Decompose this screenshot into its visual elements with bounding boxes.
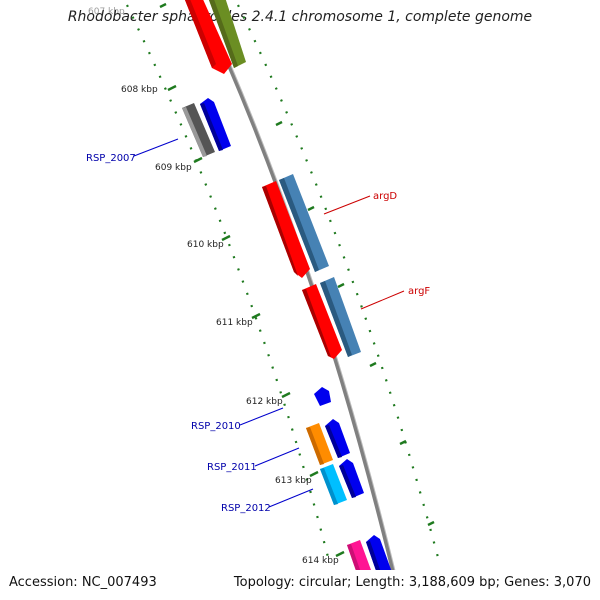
accession-text: Accession: NC_007493 [9,575,157,590]
tick-mark-609 [193,156,203,164]
tick-label-613: 613 kbp [275,476,312,486]
feature-rsp-2007[interactable] [200,98,231,151]
tick-mark-608 [167,84,177,92]
genome-summary-text: Topology: circular; Length: 3,188,609 bp… [233,575,591,590]
feature-top-red[interactable] [181,0,232,74]
feature-steelblue-1[interactable] [279,174,329,272]
backbone-line [198,0,395,570]
tick-ring-outer [237,4,442,566]
map-title: Rhodobacter sphaeroides 2.4.1 chromosome… [67,9,533,25]
tick-mark-614 [335,550,345,558]
tick-mark-607 [159,2,167,9]
feature-steelblue-2[interactable] [320,277,361,357]
tick-label-607: 607 kbp [88,7,125,17]
leader-rsp-2011 [254,447,300,467]
outer-tick-5 [399,439,407,446]
feature-blue-bottom[interactable] [366,535,402,600]
gene-label-rsp-2011[interactable]: RSP_2011 [207,462,257,473]
tick-label-611: 611 kbp [216,318,253,328]
leader-argd [323,195,371,215]
outer-tick-2 [307,205,315,212]
gene-label-rsp-2007[interactable]: RSP_2007 [86,153,136,164]
tick-label-608: 608 kbp [121,85,158,95]
leader-rsp-2007 [133,138,179,157]
feature-argd[interactable] [262,181,310,278]
tick-label-614: 614 kbp [302,556,339,566]
gene-label-rsp-2012[interactable]: RSP_2012 [221,503,271,514]
outer-tick-6 [427,520,435,527]
tick-mark-612 [281,391,291,399]
outer-tick-3 [337,282,345,289]
backbone-highlight [201,0,396,570]
tick-mark-613 [309,470,319,478]
leader-argf [360,290,405,310]
feature-gray-2006[interactable] [182,103,215,157]
tick-mark-610 [221,234,231,242]
gene-label-argf[interactable]: argF [408,286,430,297]
tick-label-609: 609 kbp [155,163,192,173]
feature-rsp-2010[interactable] [314,387,331,406]
gene-label-rsp-2010[interactable]: RSP_2010 [191,421,241,432]
outer-tick-4 [369,361,377,368]
tick-label-610: 610 kbp [187,240,224,250]
tick-ring-inner [126,4,332,566]
feature-argf[interactable] [302,284,342,359]
feature-pink[interactable] [347,540,382,600]
feature-rsp-2012[interactable] [339,459,364,498]
gene-label-argd[interactable]: argD [373,191,397,202]
leader-rsp-2012 [268,488,314,508]
leader-rsp-2010 [239,407,284,426]
feature-orange[interactable] [306,423,333,465]
feature-cyan[interactable] [320,464,347,505]
feature-top-olive[interactable] [206,0,246,68]
outer-tick-1 [275,120,283,127]
feature-rsp-2011[interactable] [325,419,350,458]
tick-label-612: 612 kbp [246,397,283,407]
tick-mark-611 [251,312,261,320]
